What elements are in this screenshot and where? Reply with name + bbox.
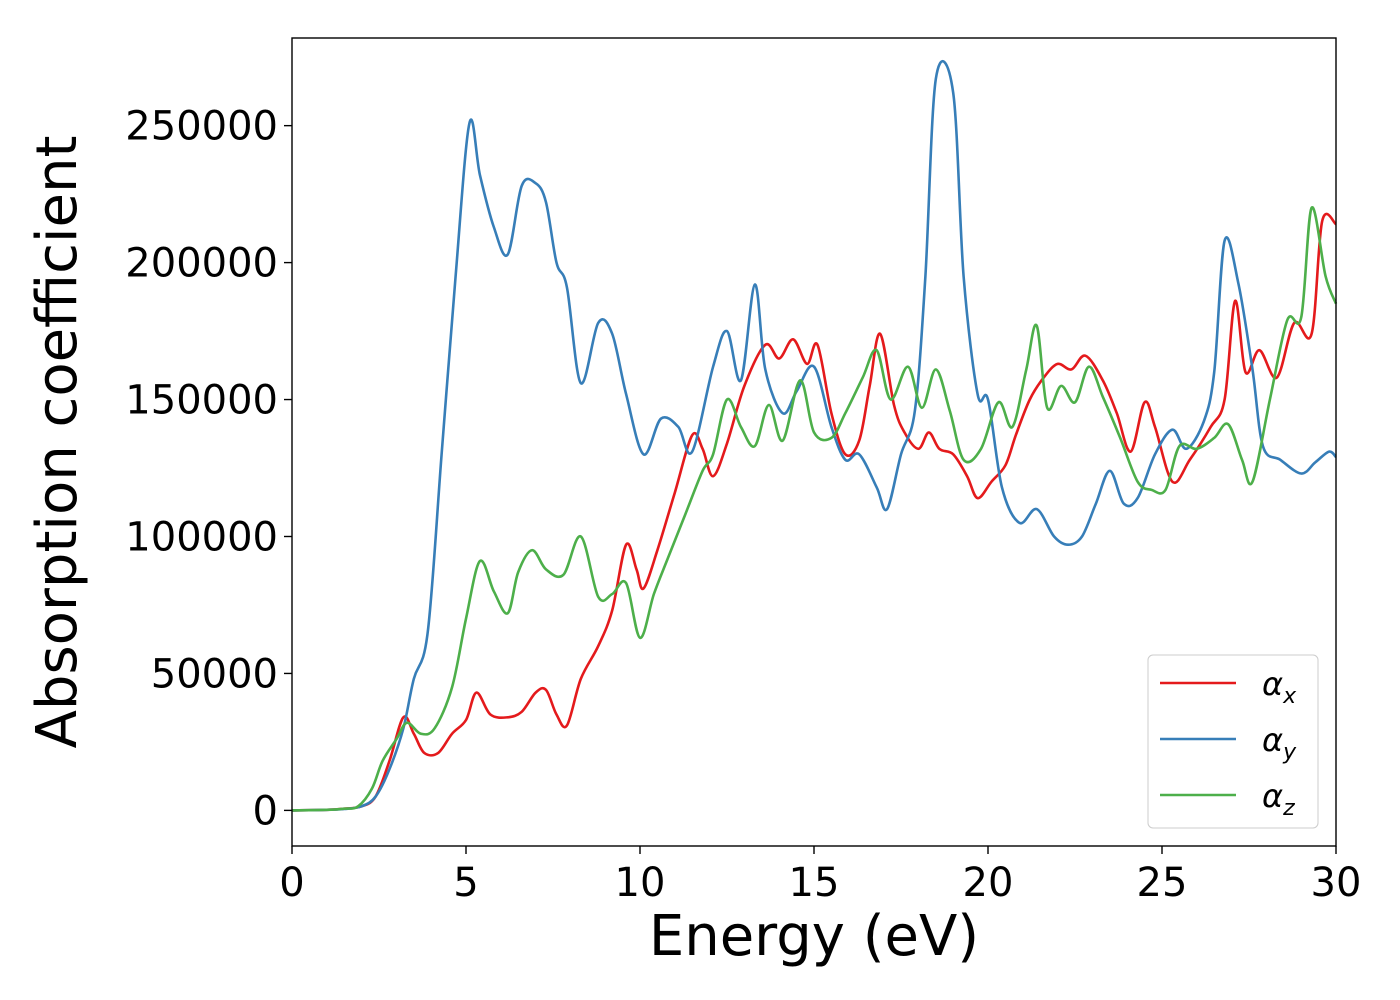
legend-box — [1147, 654, 1319, 829]
x-tick-label: 10 — [615, 860, 666, 906]
series-lines — [291, 60, 1338, 812]
y-tick-label: 50000 — [151, 651, 278, 697]
x-axis-label: Energy (eV) — [649, 904, 979, 969]
y-axis-label: Absorption coefficient — [25, 136, 90, 749]
series-line-y — [291, 60, 1337, 812]
series-line-x — [291, 212, 1337, 812]
x-tick-label: 20 — [963, 860, 1014, 906]
x-tick-label: 5 — [453, 860, 478, 906]
y-tick-label: 250000 — [125, 104, 278, 150]
series-line-z — [291, 206, 1338, 812]
x-axis-ticks: 0 5 10 15 20 25 30 — [279, 846, 1361, 906]
y-tick-label: 200000 — [125, 241, 278, 287]
y-tick-label: 150000 — [125, 378, 278, 424]
y-tick-label: 0 — [253, 788, 278, 834]
y-axis-ticks: 0 50000 100000 150000 200000 250000 — [125, 104, 292, 834]
y-tick-label: 100000 — [125, 514, 278, 560]
x-tick-label: 15 — [789, 860, 840, 906]
x-tick-label: 30 — [1311, 860, 1362, 906]
x-tick-label: 25 — [1137, 860, 1188, 906]
x-tick-label: 0 — [279, 860, 304, 906]
